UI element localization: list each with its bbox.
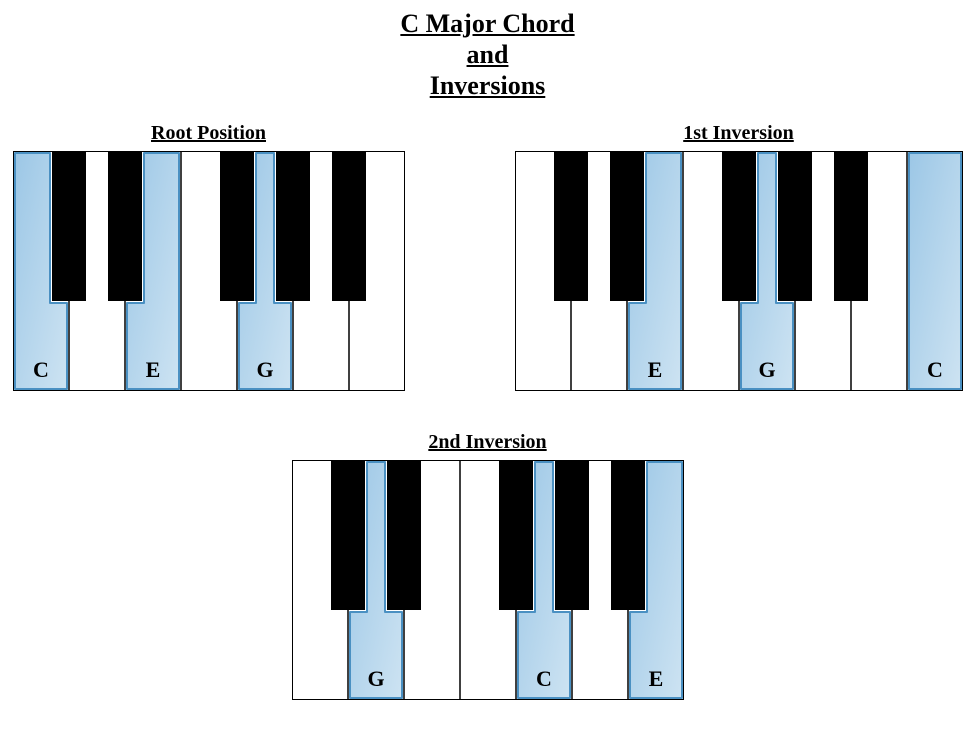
title-line-1: C Major Chord bbox=[400, 9, 574, 38]
key-label: G bbox=[367, 666, 384, 691]
key-label: C bbox=[536, 666, 552, 691]
black-key bbox=[387, 460, 421, 610]
key-label: C bbox=[33, 357, 49, 382]
black-key bbox=[499, 460, 533, 610]
title-line-3: Inversions bbox=[430, 71, 546, 100]
panel-title-root: Root Position bbox=[151, 122, 266, 145]
panel-first-inversion: 1st Inversion E G C bbox=[515, 122, 963, 391]
keyboard-second-inversion: GCE bbox=[292, 460, 684, 700]
panel-root: Root Position C E G bbox=[13, 122, 405, 391]
black-key bbox=[611, 460, 645, 610]
panel-title-first: 1st Inversion bbox=[683, 122, 794, 145]
row-top: Root Position C E G 1st Inversion E G C bbox=[0, 122, 975, 391]
key-label: C bbox=[927, 357, 943, 382]
black-key bbox=[108, 151, 142, 301]
black-key bbox=[276, 151, 310, 301]
black-key bbox=[332, 151, 366, 301]
black-key bbox=[610, 151, 644, 301]
key-label: G bbox=[256, 357, 273, 382]
row-bottom: 2nd Inversion G C E bbox=[0, 431, 975, 700]
black-key bbox=[555, 460, 589, 610]
black-key bbox=[554, 151, 588, 301]
black-key bbox=[778, 151, 812, 301]
page: C Major Chord and Inversions Root Positi… bbox=[0, 0, 975, 752]
black-key bbox=[834, 151, 868, 301]
black-key bbox=[220, 151, 254, 301]
title-line-2: and bbox=[467, 40, 509, 69]
key-label: G bbox=[758, 357, 775, 382]
panel-second-inversion: 2nd Inversion G C E bbox=[292, 431, 684, 700]
black-key bbox=[52, 151, 86, 301]
black-key bbox=[722, 151, 756, 301]
black-key bbox=[331, 460, 365, 610]
keyboard-first-inversion: EGC bbox=[515, 151, 963, 391]
main-title: C Major Chord and Inversions bbox=[0, 0, 975, 102]
highlighted-key bbox=[909, 153, 961, 389]
keyboard-root: CEG bbox=[13, 151, 405, 391]
key-label: E bbox=[647, 357, 662, 382]
key-label: E bbox=[648, 666, 663, 691]
panel-title-second: 2nd Inversion bbox=[428, 431, 546, 454]
key-label: E bbox=[145, 357, 160, 382]
